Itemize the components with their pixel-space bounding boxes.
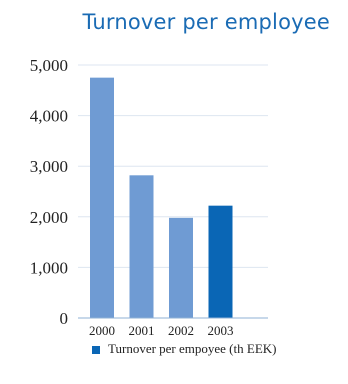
y-tick-label: 0 (60, 309, 69, 328)
y-tick-label: 4,000 (30, 107, 68, 126)
bar-2003 (208, 205, 233, 318)
y-tick-label: 1,000 (30, 258, 68, 277)
x-tick-label: 2002 (168, 323, 194, 338)
bar-2002 (169, 217, 193, 318)
legend-label: Turnover per empoyee (th EEK) (108, 341, 277, 356)
x-tick-label: 2003 (208, 323, 234, 338)
x-tick-labels: 2000 2001 2002 2003 (89, 323, 234, 338)
bar-2000 (90, 77, 114, 319)
y-tick-label: 3,000 (30, 157, 68, 176)
y-tick-labels: 0 1,000 2,000 3,000 4,000 5,000 (30, 56, 68, 328)
legend-swatch (92, 346, 100, 354)
x-tick-label: 2000 (89, 323, 115, 338)
y-tick-label: 2,000 (30, 208, 68, 227)
y-tick-label: 5,000 (30, 56, 68, 75)
bar-2001 (129, 175, 154, 318)
bars (90, 77, 233, 319)
x-tick-label: 2001 (129, 323, 155, 338)
chart-title: Turnover per employee (82, 10, 330, 34)
